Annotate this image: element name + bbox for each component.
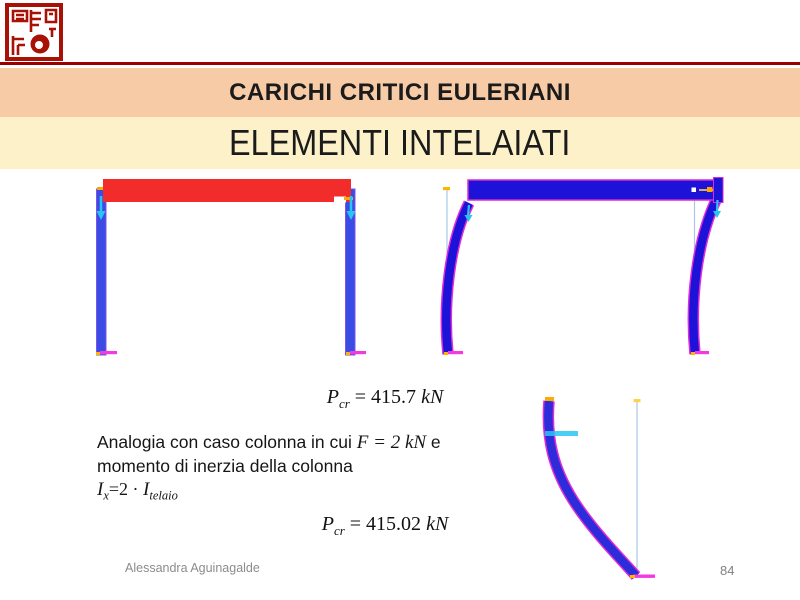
inertia-subscript: x: [103, 488, 109, 503]
page-number: 84: [720, 563, 735, 578]
buckled-support-mark: [633, 574, 655, 578]
title-banner: CARICHI CRITICI EULERIANI: [0, 68, 800, 117]
header-rule: [0, 62, 800, 65]
formula-value: = 415.7: [354, 386, 417, 408]
deformed-column-right-top: [713, 177, 724, 203]
support-tick-right: [346, 352, 350, 355]
buckled-column-diagram: [542, 397, 655, 580]
paragraph-text: e: [426, 432, 441, 452]
buckled-top-tick: [545, 397, 554, 401]
seal-circle-inner: [35, 41, 43, 49]
paragraph-line-1: Analogia con caso colonna in cui F = 2 k…: [97, 431, 497, 455]
formula-pcr-column: Pcr = 415.02 kN: [280, 513, 490, 539]
inertia-subscript-2: telaio: [149, 488, 178, 503]
support-mark-right: [350, 351, 366, 355]
paragraph-text: Analogia con caso colonna in cui: [97, 432, 357, 452]
frame-undeformed-diagram: [96, 179, 366, 356]
load-arrow-left-head: [96, 211, 106, 220]
formula-subscript: cr: [338, 396, 350, 411]
deformed-support-mark-right: [695, 351, 709, 355]
support-mark-left: [100, 351, 117, 355]
inertia-symbol-2: I: [143, 479, 150, 500]
subtitle-banner: ELEMENTI INTELAIATI: [0, 117, 800, 169]
joint-tick-right: [344, 197, 353, 200]
deformed-column-right: [689, 196, 721, 355]
formula-symbol: P: [326, 386, 339, 408]
seal-logo-icon: [5, 3, 63, 61]
formula-unit: kN: [426, 513, 449, 535]
formula-value: = 415.02: [349, 513, 422, 535]
inertia-symbol: I: [97, 479, 104, 500]
deformed-support-tick-left: [444, 352, 448, 355]
formula-subscript: cr: [333, 523, 345, 538]
footer-author: Alessandra Aguinagalde: [125, 561, 260, 575]
slide-subtitle: ELEMENTI INTELAIATI: [229, 122, 571, 163]
deformed-load-arrow-left-shaft: [466, 204, 471, 217]
joint-tick-left: [97, 187, 103, 190]
joint-tick-deformed-right: [707, 187, 713, 192]
paragraph-text: momento di inerzia della colonna: [97, 455, 353, 476]
tiny-cyan-annotation: [545, 431, 578, 436]
slide-title: CARICHI CRITICI EULERIANI: [229, 78, 571, 106]
deformed-load-arrow-right-shaft: [715, 199, 719, 213]
paragraph-line-3: Ix=2 · Itelaio: [97, 478, 497, 508]
inertia-equals: =2 ·: [108, 479, 144, 499]
load-arrow-right-head: [346, 211, 356, 220]
joint-tick-deformed-left: [443, 187, 450, 191]
deformed-column-left: [442, 201, 473, 355]
seal-glyphs: [11, 8, 58, 55]
deformed-support-tick-right: [691, 352, 695, 355]
buckled-column-outline: [542, 400, 641, 580]
beam-node-dot: [691, 187, 696, 192]
formula-symbol: P: [321, 513, 334, 535]
formula-pcr-frame: Pcr = 415.7 kN: [280, 386, 490, 412]
deformed-load-arrow-left-head: [464, 215, 473, 222]
deformed-load-arrow-right-head: [713, 211, 721, 218]
buckled-reference-tick: [633, 399, 641, 403]
deformed-support-mark-left: [448, 351, 463, 355]
deformed-beam: [467, 179, 721, 201]
paragraph-line-2: momento di inerzia della colonna: [97, 455, 497, 479]
formula-unit: kN: [421, 386, 444, 408]
frame-beam-red: [103, 179, 351, 202]
buckled-support-tick: [630, 575, 635, 578]
inline-math-F: F = 2 kN: [356, 432, 427, 453]
analogy-paragraph: Analogia con caso colonna in cui F = 2 k…: [97, 431, 497, 508]
beam-end-notch: [334, 196, 346, 203]
support-tick-left: [96, 352, 100, 355]
frame-deformed-diagram: [440, 177, 724, 355]
